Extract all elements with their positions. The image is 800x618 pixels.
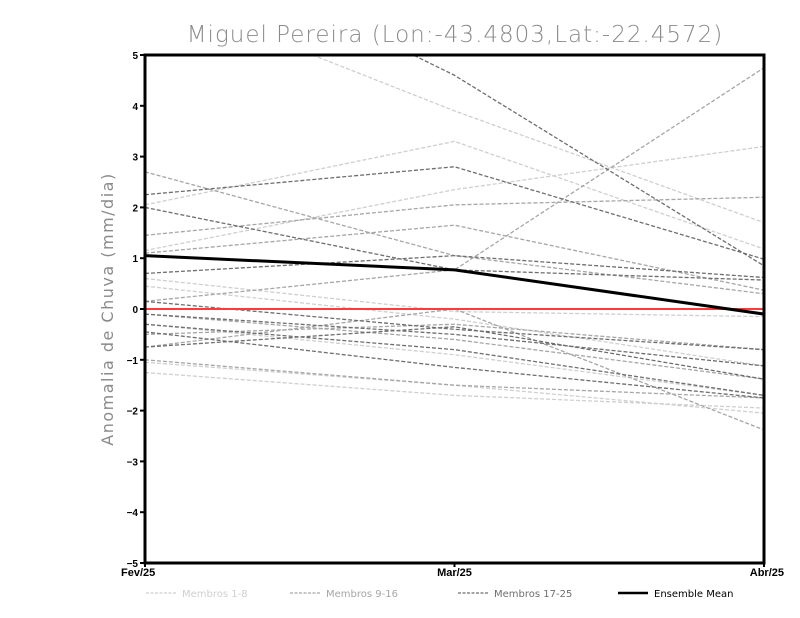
member-lines: [145, 55, 764, 431]
member-line-4: [145, 277, 764, 318]
member-line-13: [145, 313, 764, 380]
y-tick-label: −5: [127, 559, 139, 570]
y-ticks: 5 4 3 2 1 0 −1 −2 −3 −4 −5: [127, 51, 145, 570]
legend-label: Membros 17-25: [494, 589, 572, 600]
x-ticks: Fev/25 Mar/25 Abr/25: [121, 563, 784, 579]
y-tick-label: −3: [127, 457, 139, 468]
y-tick-label: −4: [127, 508, 139, 519]
member-line-11: [145, 224, 764, 291]
y-axis-label: Anomalia de Chuva (mm/dia): [98, 172, 117, 445]
y-tick-label: 0: [132, 305, 138, 316]
member-line-5: [145, 285, 764, 367]
member-line-9: [145, 171, 764, 295]
member-line-23: [145, 323, 764, 397]
member-line-7: [145, 371, 764, 409]
member-line-3: [145, 145, 764, 252]
x-tick-label: Mar/25: [437, 567, 472, 579]
x-tick-label: Fev/25: [121, 567, 155, 579]
legend-label: Membros 1-8: [182, 589, 248, 600]
y-tick-label: 2: [132, 203, 138, 214]
member-line-24: [145, 326, 764, 380]
y-tick-label: 5: [132, 51, 138, 62]
member-line-21: [145, 300, 764, 351]
ensemble-mean-line: [144, 254, 765, 316]
member-line-14: [145, 323, 764, 351]
member-line-20: [145, 255, 764, 279]
y-tick-label: 1: [132, 254, 138, 265]
member-line-16: [145, 359, 764, 399]
chart-title: Miguel Pereira (Lon:-43.4803,Lat:-22.457…: [187, 22, 724, 48]
member-line-18: [145, 166, 764, 260]
y-tick-label: −1: [127, 356, 139, 367]
legend: Membros 1-8 Membros 9-16 Membros 17-25 Ense…: [146, 589, 733, 600]
member-line-22: [145, 313, 764, 367]
x-tick-label: Abr/25: [750, 567, 784, 579]
y-tick-label: −2: [127, 407, 139, 418]
member-line-15: [145, 308, 764, 431]
y-tick-label: 4: [132, 102, 138, 113]
y-tick-label: 3: [132, 153, 138, 164]
legend-label: Ensemble Mean: [654, 589, 733, 600]
legend-label: Membros 9-16: [326, 589, 398, 600]
member-line-10: [145, 196, 764, 236]
member-line-6: [145, 323, 764, 397]
member-line-1: [310, 55, 764, 224]
member-line-8: [145, 361, 764, 414]
member-line-17: [411, 55, 764, 267]
member-line-2: [145, 140, 764, 250]
member-line-25: [145, 331, 764, 399]
member-line-12: [145, 67, 764, 303]
